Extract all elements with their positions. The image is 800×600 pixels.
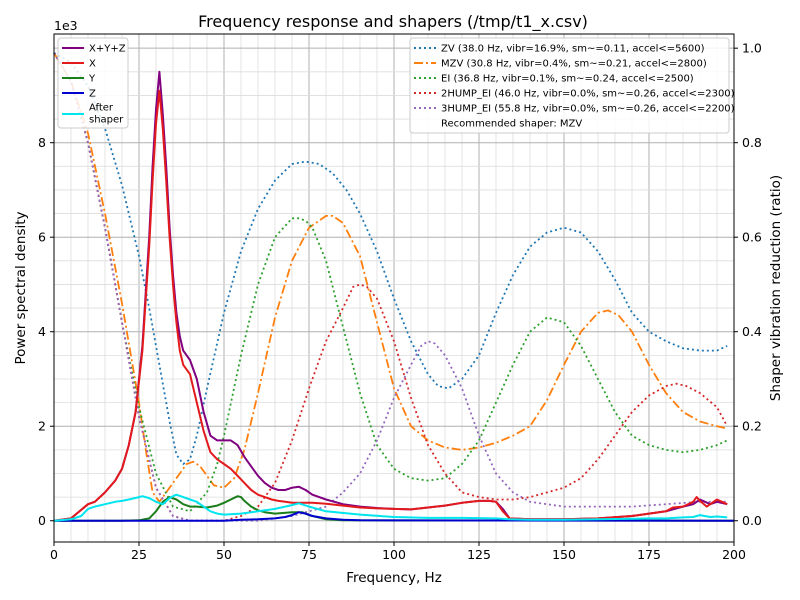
x-tick-label: 125 [467, 547, 491, 562]
legend-shapers: ZV (38.0 Hz, vibr=16.9%, sm~=0.11, accel… [409, 37, 735, 134]
psd-curve-after-shaper [53, 493, 728, 522]
y-tick-label: 4 [38, 324, 46, 339]
y-tick-label: 8 [38, 135, 46, 150]
legend-label-after-line2: shaper [89, 115, 124, 126]
legend-label-z: Z [89, 89, 96, 100]
x-axis-label: Frequency, Hz [346, 570, 442, 586]
psd-curve-z [54, 511, 735, 522]
y2-tick-label: 1.0 [742, 41, 762, 56]
legend-psd: X+Y+Z X Y Z After shaper [57, 37, 129, 129]
y-offset-text: 1e3 [54, 18, 78, 33]
x-tick-label: 150 [552, 547, 576, 562]
y2-tick-label: 0.8 [742, 135, 762, 150]
x-axis-ticks: 0 25 50 75 100 125 150 175 200 [50, 542, 746, 562]
chart-title: Frequency response and shapers (/tmp/t1_… [198, 12, 588, 32]
y-tick-label: 6 [38, 230, 46, 245]
y2-tick-label: 0.4 [742, 324, 762, 339]
y2-tick-label: 0.2 [742, 419, 762, 434]
legend-label-2hump-ei: 2HUMP_EI (46.0 Hz, vibr=0.0%, sm~=0.26, … [441, 89, 735, 100]
y2-tick-label: 0.0 [742, 513, 762, 528]
x-tick-label: 100 [382, 547, 406, 562]
legend-label-3hump-ei: 3HUMP_EI (55.8 Hz, vibr=0.0%, sm~=0.26, … [441, 104, 735, 115]
shaper-curves [53, 52, 728, 522]
shaper-curve-mzv [53, 52, 728, 504]
y2-tick-label: 0.6 [742, 230, 762, 245]
legend-shapers-box [409, 37, 730, 134]
y2-axis-ticks: 0.0 0.2 0.4 0.6 0.8 1.0 [734, 41, 762, 528]
legend-label-recommended: Recommended shaper: MZV [441, 119, 582, 130]
x-tick-label: 200 [722, 547, 746, 562]
x-tick-label: 50 [216, 547, 232, 562]
y-axis-label: Power spectral density [13, 211, 29, 364]
legend-label-after-line1: After [89, 103, 114, 114]
legend-label-x: X [89, 59, 96, 70]
x-tick-label: 25 [131, 547, 147, 562]
y-tick-label: 0 [38, 513, 46, 528]
legend-label-zv: ZV (38.0 Hz, vibr=16.9%, sm~=0.11, accel… [441, 44, 705, 55]
legend-label-xyz: X+Y+Z [89, 44, 126, 55]
x-tick-label: 0 [50, 547, 58, 562]
legend-label-mzv: MZV (30.8 Hz, vibr=0.4%, sm~=0.21, accel… [441, 59, 707, 70]
legend-label-ei: EI (36.8 Hz, vibr=0.1%, sm~=0.24, accel<… [441, 74, 694, 85]
legend-label-y: Y [88, 74, 96, 85]
x-tick-label: 75 [301, 547, 317, 562]
x-tick-label: 175 [637, 547, 661, 562]
legend-psd-box [57, 37, 129, 129]
y2-axis-label: Shaper vibration reduction (ratio) [768, 175, 784, 401]
psd-curves [53, 70, 735, 522]
y-axis-ticks: 0 2 4 6 8 [38, 135, 54, 528]
y-tick-label: 2 [38, 419, 46, 434]
